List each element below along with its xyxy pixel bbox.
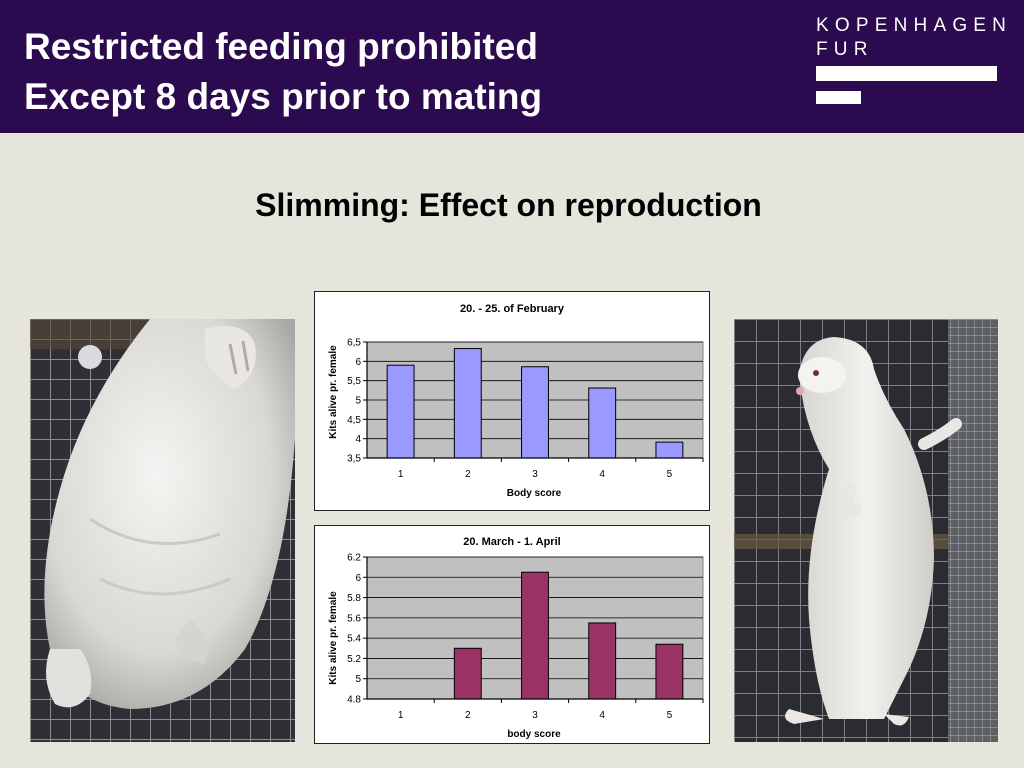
photo-fat-mink <box>30 319 295 742</box>
y-tick-label: 5 <box>355 396 361 407</box>
y-tick-label: 6 <box>355 573 361 584</box>
y-tick-label: 6.2 <box>347 553 361 564</box>
x-tick-label: 5 <box>667 710 673 721</box>
bar <box>588 387 617 459</box>
bar <box>386 364 415 459</box>
x-tick-label: 4 <box>599 710 605 721</box>
x-axis-label: body score <box>507 729 561 740</box>
brand-logo-bar-long <box>816 66 997 81</box>
y-tick-label: 5.4 <box>347 634 361 645</box>
x-tick-label: 4 <box>599 469 605 480</box>
y-tick-label: 5.2 <box>347 654 361 665</box>
y-axis-label: Kits alive pr. female <box>328 345 339 439</box>
bar <box>588 622 617 700</box>
y-tick-label: 4 <box>355 434 361 445</box>
x-tick-label: 2 <box>465 469 471 480</box>
x-tick-label: 1 <box>398 469 404 480</box>
brand-logo-bar-short <box>816 91 861 104</box>
x-tick-label: 3 <box>532 469 538 480</box>
y-tick-label: 4,5 <box>347 415 361 426</box>
slide-title-line-1: Restricted feeding prohibited <box>24 26 538 67</box>
y-tick-label: 5.6 <box>347 613 361 624</box>
header-banner: Restricted feeding prohibited Except 8 d… <box>0 0 1024 133</box>
chart-march-april: 20. March - 1. April Kits alive pr. fema… <box>314 525 710 744</box>
x-tick-label: 5 <box>667 469 673 480</box>
y-tick-label: 4.8 <box>347 695 361 706</box>
chart-february: 20. - 25. of February Kits alive pr. fem… <box>314 291 710 511</box>
bar <box>521 366 549 459</box>
plot-area: 4.8 5 5.2 5.4 5.6 5.8 6 6.2 1 2 3 4 5 <box>347 553 704 721</box>
brand-logo-line-1: KOPENHAGEN <box>816 15 1013 36</box>
x-tick-label: 1 <box>398 710 404 721</box>
bar <box>453 647 482 700</box>
y-tick-label: 5,5 <box>347 376 361 387</box>
y-tick-label: 6,5 <box>347 338 361 349</box>
y-tick-label: 5 <box>355 674 361 685</box>
x-axis-label: Body score <box>507 488 562 499</box>
y-tick-label: 6 <box>355 357 361 368</box>
plot-area: 3,5 4 4,5 5 5,5 6 6,5 1 2 3 4 5 <box>347 338 704 480</box>
y-tick-label: 5.8 <box>347 593 361 604</box>
brand-logo-line-2: FUR <box>816 39 874 60</box>
slide-subtitle: Slimming: Effect on reproduction <box>255 187 762 223</box>
slide-title-line-2: Except 8 days prior to mating <box>24 76 543 117</box>
x-tick-label: 3 <box>532 710 538 721</box>
chart-title: 20. - 25. of February <box>460 303 565 315</box>
bar <box>521 571 549 700</box>
chart-february-svg: 20. - 25. of February Kits alive pr. fem… <box>328 303 704 499</box>
y-axis-label: Kits alive pr. female <box>328 591 339 685</box>
bar <box>655 441 684 459</box>
chart-title: 20. March - 1. April <box>463 536 560 548</box>
bar <box>655 643 684 700</box>
photo-slim-mink <box>734 319 998 742</box>
chart-march-april-svg: 20. March - 1. April Kits alive pr. fema… <box>328 536 704 740</box>
x-tick-label: 2 <box>465 710 471 721</box>
bar <box>453 348 482 459</box>
y-tick-label: 3,5 <box>347 454 361 465</box>
